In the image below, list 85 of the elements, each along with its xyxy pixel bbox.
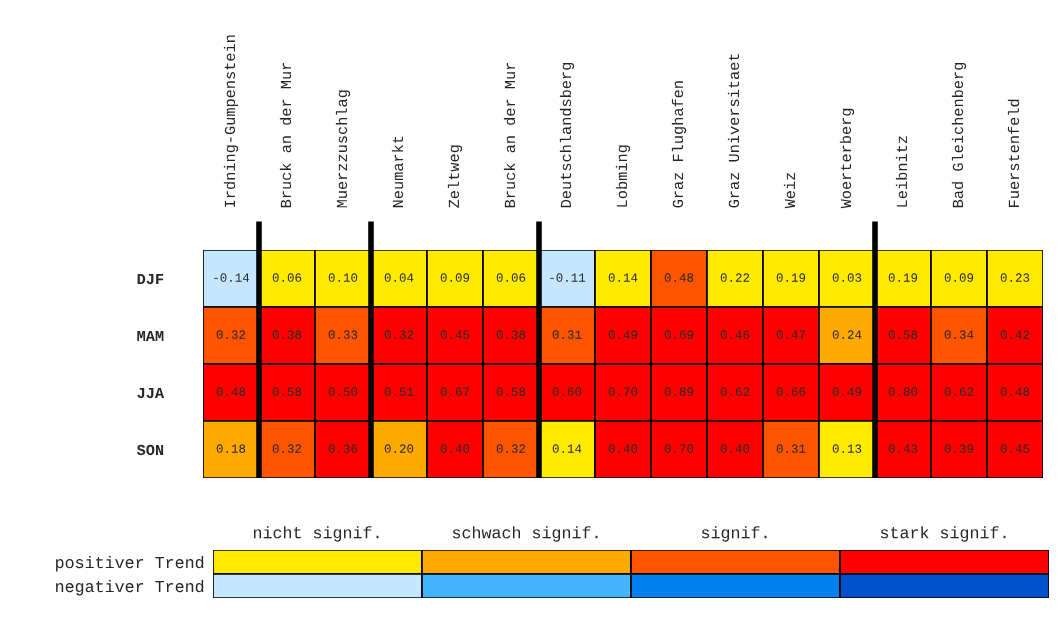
data-label: 0.06 [496,273,526,282]
data-label: 0.45 [440,330,470,339]
data-label: 0.39 [944,444,974,453]
data-label: 0.58 [496,387,526,396]
data-label: 0.48 [664,273,694,282]
data-label: 0.58 [888,330,918,339]
x-tick-label: Woerterberg [839,108,855,209]
x-tick-label: Muerzzuschlag [335,90,351,208]
data-label: 0.40 [608,444,638,453]
data-label: 0.70 [664,444,694,453]
data-label: 0.33 [328,330,358,339]
category-label: nicht signif. [253,526,379,542]
data-label: 0.40 [440,444,470,453]
data-label: 0.66 [776,387,806,396]
x-tick-label: Deutschlandsberg [559,62,575,208]
data-label: 0.43 [888,444,918,453]
y-tick-label: DJF [137,273,164,285]
data-label: 0.69 [664,330,694,339]
data-label: 0.14 [552,444,582,453]
y-tick-label: JJA [137,387,165,399]
data-label: 0.45 [1000,444,1030,453]
data-label: 0.06 [272,273,302,282]
x-tick-label: Neumarkt [391,136,404,208]
data-label: 0.14 [608,273,638,282]
data-label: 0.49 [608,330,638,339]
data-label: 0.20 [384,444,414,453]
x-tick-label: Bad Gleichenberg [951,62,967,208]
category-label: stark signif. [880,526,1006,542]
data-label: 0.31 [776,444,806,453]
x-tick-label: Bruck an der Mur [503,63,516,208]
data-label: 0.23 [1000,273,1030,282]
data-label: 0.89 [664,387,694,396]
data-label: 0.38 [272,330,302,339]
x-tick-label: Bruck an der Mur [279,63,292,208]
category-label: signif. [701,526,767,542]
data-label: 0.09 [440,273,470,282]
y-tick-label: SON [136,444,164,456]
data-label: 0.32 [384,330,414,339]
x-tick-label: Irdning-Gumpenstein [223,35,239,207]
x-tick-label: Graz Flughafen [671,81,687,208]
data-label: 0.51 [384,387,414,396]
data-label: 0.47 [776,330,806,339]
data-label: 0.32 [272,444,302,453]
data-label: 0.19 [888,273,918,282]
data-label: 0.48 [1000,387,1030,396]
data-label: -0.11 [550,273,586,282]
data-label: 0.62 [720,387,750,396]
data-label: -0.14 [214,273,250,282]
data-label: 0.22 [720,273,750,282]
data-label: 0.46 [720,330,750,339]
data-label: 0.31 [552,330,582,339]
x-tick-label: Zeltweg [447,145,463,208]
x-tick-label: Fuerstenfeld [1007,99,1020,207]
data-label: 0.36 [328,444,358,453]
data-label: 0.03 [832,273,862,282]
data-label: 0.67 [440,387,470,396]
x-tick-label: Lobming [615,145,631,207]
data-label: 0.19 [776,273,806,282]
y-tick-label: MAM [137,330,164,342]
category-label: schwach signif. [452,526,598,542]
data-label: 0.04 [384,273,414,282]
data-label: 0.24 [832,330,862,339]
category-label: negativer Trend [56,579,204,596]
data-label: 0.80 [888,387,918,396]
x-tick-label: Leibnitz [895,136,908,207]
data-label: 0.18 [216,444,246,453]
data-label: 0.32 [216,330,246,339]
data-label: 0.34 [944,330,974,339]
data-label: 0.48 [216,387,246,396]
data-label: 0.13 [832,444,862,453]
data-label: 0.49 [832,387,862,396]
x-tick-label: Graz Universitaet [727,54,740,208]
data-label: 0.58 [272,387,302,396]
data-label: 0.10 [328,273,358,282]
x-tick-label: Weiz [783,172,796,209]
data-label: 0.09 [944,273,974,282]
data-label: 0.42 [1000,330,1030,339]
data-label: 0.70 [608,387,638,396]
data-label: 0.60 [552,387,582,396]
data-label: 0.32 [496,444,526,453]
data-label: 0.40 [720,444,750,453]
data-label: 0.50 [328,387,358,396]
data-label: 0.38 [496,330,526,339]
data-label: 0.62 [944,387,974,396]
category-label: positiver Trend [56,555,204,572]
